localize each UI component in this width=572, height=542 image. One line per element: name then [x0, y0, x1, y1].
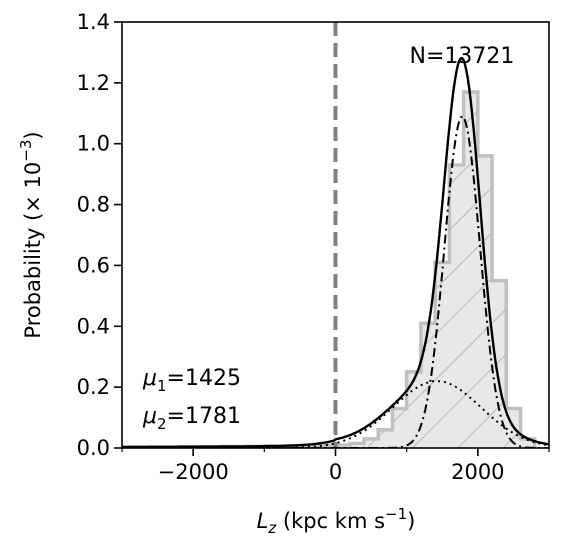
- axis-ticks: −2000 0 2000 0.0 0.2 0.4 0.6 0.8 1.0 1.2 1.4: [77, 10, 550, 484]
- component-2-dashdot-curve: [122, 115, 549, 448]
- y-tick-label: 0.2: [77, 375, 110, 399]
- x-label-sup: −1: [385, 505, 407, 523]
- y-tick-label: 0.0: [77, 436, 110, 460]
- hist-bar-hatch: [349, 443, 364, 448]
- x-label-units: (kpc km s: [276, 509, 385, 533]
- hist-bar-hatch: [378, 429, 393, 448]
- x-label-close: ): [407, 509, 415, 533]
- y-tick-label: 1.4: [77, 10, 110, 34]
- model-curves: [122, 57, 549, 448]
- mu2-subscript: 2: [157, 415, 167, 433]
- hist-bar-hatch: [392, 408, 407, 448]
- mu2-value: =1781: [167, 404, 241, 429]
- mu2-annotation: μ2=1781: [142, 404, 241, 433]
- mu2-symbol: μ: [142, 404, 157, 429]
- y-label-close: ): [21, 131, 45, 139]
- y-tick-label: 0.8: [77, 193, 110, 217]
- hist-bar-hatch: [520, 438, 535, 448]
- x-label-main: L: [257, 509, 269, 533]
- y-tick-label: 1.2: [77, 71, 110, 95]
- count-annotation: N=13721: [410, 44, 515, 69]
- y-tick-label: 0.4: [77, 314, 110, 338]
- x-label-sub: z: [267, 519, 277, 537]
- hist-bar-hatch: [420, 323, 436, 448]
- x-axis-label: Lz (kpc km s−1): [257, 505, 416, 537]
- x-tick-label: −2000: [158, 460, 229, 484]
- y-tick-label: 0.6: [77, 253, 110, 277]
- histogram: [122, 90, 537, 448]
- mu1-subscript: 1: [157, 377, 167, 395]
- y-label-sup: −3: [17, 140, 35, 162]
- hist-bar-hatch: [435, 262, 450, 448]
- hist-bar-hatch: [449, 165, 464, 448]
- x-tick-label: 0: [329, 460, 342, 484]
- hist-bar-hatch: [363, 438, 379, 448]
- hist-bar-hatch: [406, 371, 421, 448]
- y-axis-label: Probability (× 10−3): [17, 131, 45, 338]
- total-model-curve: [122, 57, 549, 448]
- y-label-main: Probability (× 10: [21, 162, 45, 339]
- mu1-symbol: μ: [142, 366, 157, 391]
- x-tick-label: 2000: [451, 460, 504, 484]
- y-tick-label: 1.0: [77, 132, 110, 156]
- mu1-value: =1425: [167, 366, 241, 391]
- hist-bar-hatch: [492, 280, 507, 448]
- mu1-annotation: μ1=1425: [142, 366, 241, 395]
